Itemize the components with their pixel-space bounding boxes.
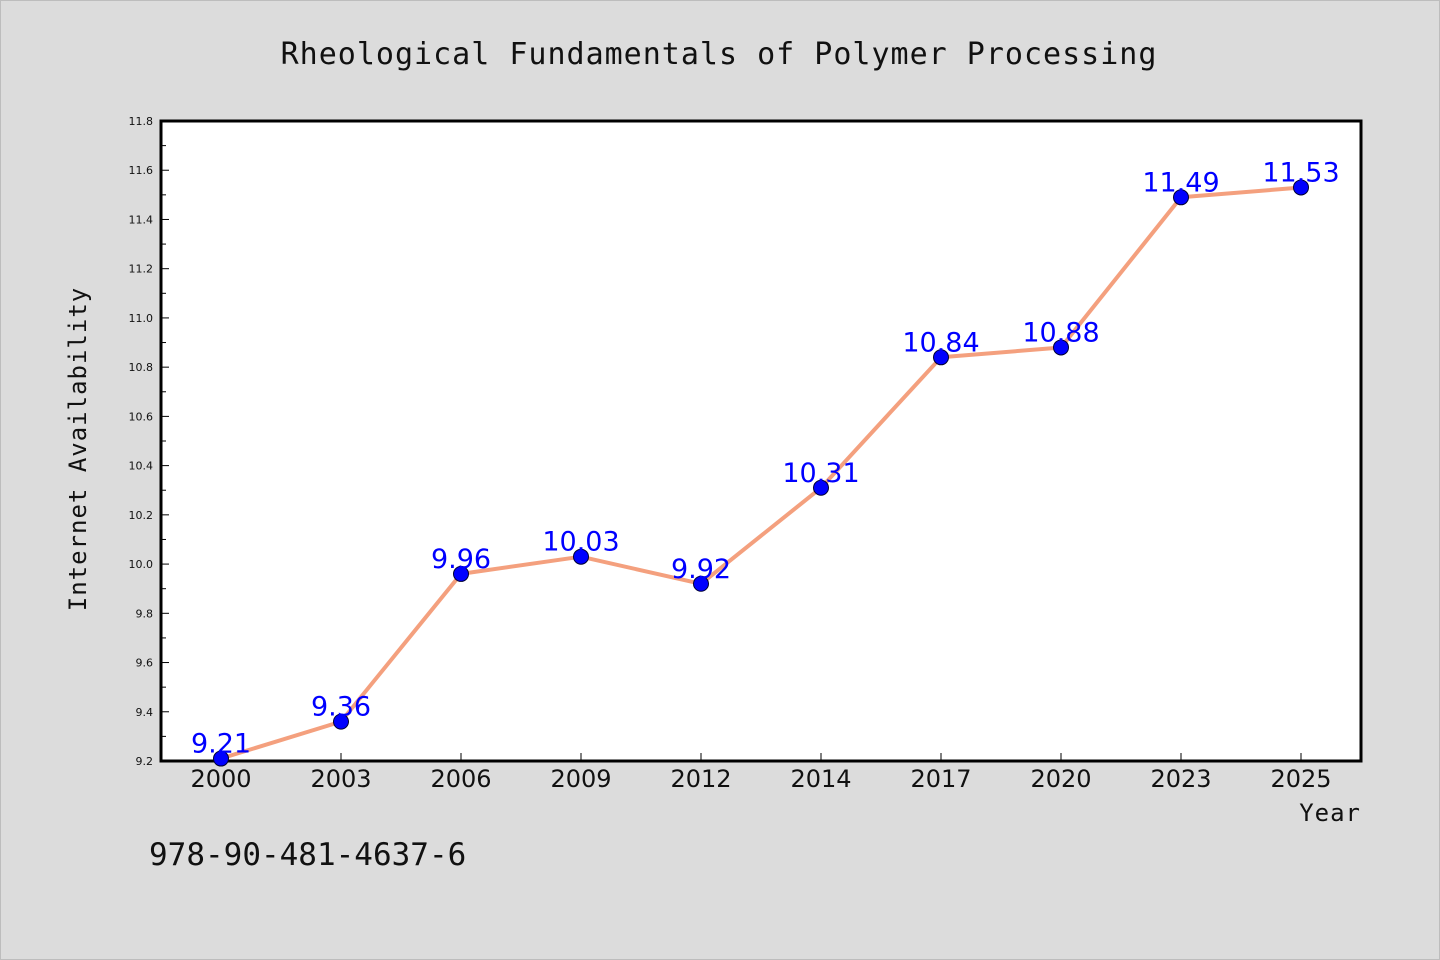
data-label: 11.49: [1142, 167, 1219, 198]
data-point: [1293, 179, 1309, 196]
chart-title: Rheological Fundamentals of Polymer Proc…: [281, 37, 1158, 72]
y-tick-label: 10.8: [129, 361, 154, 374]
y-tick-label: 9.6: [136, 657, 154, 670]
data-point: [333, 713, 349, 730]
y-tick-label: 9.2: [136, 755, 154, 768]
y-tick-label: 11.6: [129, 164, 154, 177]
series-layer: [213, 179, 1309, 767]
x-tick-label: 2009: [550, 765, 611, 793]
x-tick-label: 2000: [190, 765, 251, 793]
y-tick-label: 11.4: [129, 213, 154, 226]
isbn-text: 978-90-481-4637-6: [149, 837, 466, 873]
data-point: [813, 479, 829, 496]
data-label: 9.36: [311, 692, 371, 723]
y-tick-label: 11.2: [129, 263, 154, 276]
data-point: [453, 565, 469, 582]
data-point: [933, 349, 949, 366]
y-tick-label: 9.8: [136, 607, 154, 620]
x-axis-label: Year: [1299, 799, 1361, 827]
data-point: [213, 750, 229, 767]
x-tick-label: 2003: [310, 765, 371, 793]
x-axis: 2000 2003 2006 2009 2012 2014 2017 2020 2023 2025: [190, 753, 1332, 793]
data-point: [573, 548, 589, 565]
y-tick-label: 10.6: [129, 410, 154, 423]
data-label: 10.31: [782, 458, 859, 489]
data-label-layer: 9.21 9.36 9.96 10.03 9.92 10.31 10.84 10.88 11.4…: [191, 157, 1340, 759]
data-point: [693, 575, 709, 592]
x-tick-label: 2006: [430, 765, 491, 793]
y-tick-label: 10.4: [129, 460, 154, 473]
data-point: [1173, 189, 1189, 206]
y-tick-label: 10.2: [129, 509, 154, 522]
series-line: [219, 185, 1303, 761]
y-axis-label: Internet Availability: [64, 287, 92, 611]
data-label: 10.03: [542, 527, 619, 558]
x-tick-label: 2014: [790, 765, 851, 793]
data-label: 10.88: [1022, 317, 1099, 348]
y-axis: 9.2 9.4 9.6 9.8 10.0 10.2 10.4 10.6 10.8 11.0 11.2…: [129, 115, 169, 768]
y-tick-label: 11.0: [129, 312, 154, 325]
plot-area: [159, 119, 1363, 763]
data-label: 9.96: [431, 544, 491, 575]
x-tick-label: 2017: [910, 765, 971, 793]
y-tick-label: 10.0: [129, 558, 154, 571]
data-label: 11.53: [1262, 157, 1339, 188]
y-tick-label: 9.4: [136, 706, 154, 719]
data-label: 9.21: [191, 729, 251, 760]
y-tick-label: 11.8: [129, 115, 154, 128]
data-label: 10.84: [902, 327, 979, 358]
data-point: [1053, 339, 1069, 356]
x-tick-label: 2025: [1270, 765, 1331, 793]
x-tick-label: 2023: [1150, 765, 1211, 793]
data-label: 9.92: [671, 554, 731, 585]
x-tick-label: 2012: [670, 765, 731, 793]
x-tick-label: 2020: [1030, 765, 1091, 793]
